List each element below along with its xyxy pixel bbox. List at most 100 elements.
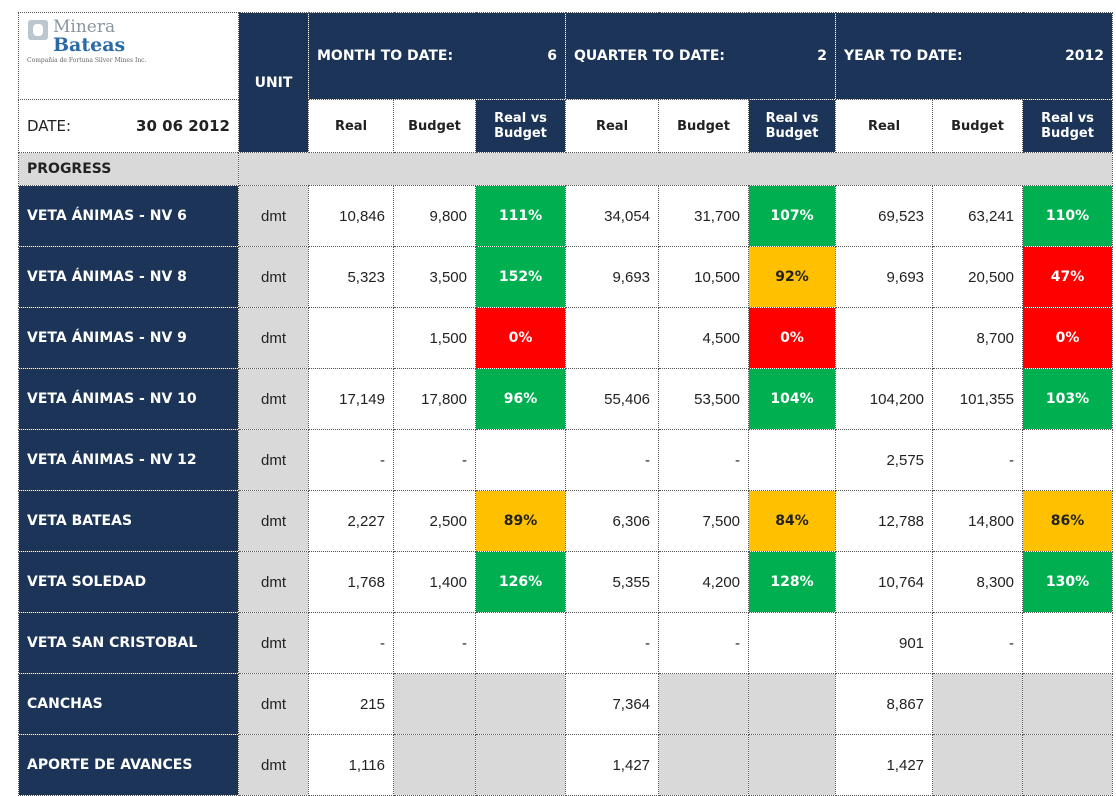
row-label: VETA ÁNIMAS - NV 10: [18, 368, 239, 430]
value-cell: 104,200: [835, 368, 934, 430]
column-header: Budget: [932, 99, 1024, 153]
ratio-cell: [748, 734, 837, 796]
ratio-cell: 128%: [748, 551, 837, 613]
unit-cell: dmt: [238, 246, 309, 308]
value-cell: 17,800: [393, 368, 476, 430]
ratio-cell: [474, 673, 567, 735]
value-cell: 53,500: [658, 368, 750, 430]
period: YEAR TO DATE: 2012: [844, 48, 1104, 64]
period: QUARTER TO DATE: 2: [574, 48, 827, 64]
section-row: PROGRESS: [18, 152, 1114, 186]
value-cell: 2,227: [308, 490, 394, 552]
value-cell: [308, 307, 394, 369]
data-row: VETA ÁNIMAS - NV 10 dmt 17,149 17,800 96% 55,…: [18, 368, 1114, 430]
table-body: Minera Bateas Compañía de Fortuna Silver…: [18, 12, 1114, 796]
ratio-cell: [748, 429, 837, 491]
period: MONTH TO DATE: 6: [317, 48, 557, 64]
unit-cell: dmt: [238, 307, 309, 369]
ratio-cell: 107%: [748, 185, 837, 247]
row-label: VETA ÁNIMAS - NV 9: [18, 307, 239, 369]
date-value: 30 06 2012: [136, 117, 230, 135]
value-cell: 10,764: [835, 551, 934, 613]
data-row: CANCHAS dmt 215 7,364 8,867: [18, 673, 1114, 735]
date-label: DATE:: [27, 117, 72, 135]
value-cell: [658, 734, 750, 796]
value-cell: [565, 307, 660, 369]
value-cell: 10,846: [308, 185, 394, 247]
ratio-cell: 0%: [748, 307, 837, 369]
row-label: VETA SAN CRISTOBAL: [18, 612, 239, 674]
report: Minera Bateas Compañía de Fortuna Silver…: [18, 12, 1114, 796]
ratio-cell: 96%: [474, 368, 567, 430]
value-cell: -: [565, 612, 660, 674]
logo-text: Minera Bateas: [53, 19, 125, 55]
column-header: Real vs Budget: [1022, 99, 1114, 153]
ratio-cell: [1022, 734, 1114, 796]
value-cell: 1,427: [835, 734, 934, 796]
value-cell: -: [565, 429, 660, 491]
value-cell: -: [308, 429, 394, 491]
ratio-cell: 86%: [1022, 490, 1114, 552]
unit-cell: dmt: [238, 185, 309, 247]
value-cell: -: [393, 612, 476, 674]
period-value: 6: [547, 48, 558, 64]
value-cell: 9,693: [565, 246, 660, 308]
value-cell: 1,116: [308, 734, 394, 796]
value-cell: 215: [308, 673, 394, 735]
value-cell: 3,500: [393, 246, 476, 308]
data-row: VETA SAN CRISTOBAL dmt - - - -901-: [18, 612, 1114, 674]
value-cell: -: [932, 612, 1024, 674]
ratio-cell: 103%: [1022, 368, 1114, 430]
unit-header: UNIT: [238, 12, 309, 153]
value-cell: [932, 734, 1024, 796]
value-cell: 9,800: [393, 185, 476, 247]
report-table: Minera Bateas Compañía de Fortuna Silver…: [18, 12, 1114, 796]
column-header: Real vs Budget: [474, 99, 567, 153]
column-header: Real: [565, 99, 660, 153]
section-fill: [237, 152, 1114, 186]
value-cell: 14,800: [932, 490, 1024, 552]
period-label: MONTH TO DATE:: [317, 48, 454, 64]
value-cell: 20,500: [932, 246, 1024, 308]
ratio-cell: [748, 673, 837, 735]
section-label: PROGRESS: [18, 152, 239, 186]
value-cell: 17,149: [308, 368, 394, 430]
value-cell: 69,523: [835, 185, 934, 247]
value-cell: 101,355: [932, 368, 1024, 430]
ratio-cell: [474, 612, 567, 674]
data-row: VETA ÁNIMAS - NV 8 dmt 5,323 3,500 152% 9,693…: [18, 246, 1114, 308]
ratio-cell: 89%: [474, 490, 567, 552]
value-cell: 55,406: [565, 368, 660, 430]
value-cell: 5,355: [565, 551, 660, 613]
header-row: Minera Bateas Compañía de Fortuna Silver…: [18, 12, 1114, 153]
column-header: Budget: [658, 99, 750, 153]
period-header: YEAR TO DATE: 2012: [835, 12, 1114, 100]
row-label: VETA BATEAS: [18, 490, 239, 552]
value-cell: 8,700: [932, 307, 1024, 369]
value-cell: 34,054: [565, 185, 660, 247]
value-cell: -: [658, 612, 750, 674]
value-cell: 1,427: [565, 734, 660, 796]
data-row: VETA ÁNIMAS - NV 12 dmt - - - -2,575-: [18, 429, 1114, 491]
logo-name-bottom: Bateas: [53, 34, 126, 56]
row-label: VETA SOLEDAD: [18, 551, 239, 613]
period-label: QUARTER TO DATE:: [574, 48, 726, 64]
value-cell: [932, 673, 1024, 735]
logo-tagline: Compañía de Fortuna Silver Mines Inc.: [27, 57, 147, 64]
row-label: VETA ÁNIMAS - NV 8: [18, 246, 239, 308]
period-value: 2: [817, 48, 828, 64]
value-cell: 12,788: [835, 490, 934, 552]
value-cell: 63,241: [932, 185, 1024, 247]
unit-cell: dmt: [238, 368, 309, 430]
period-label: YEAR TO DATE:: [844, 48, 963, 64]
logo: Minera Bateas: [27, 19, 230, 55]
value-cell: -: [393, 429, 476, 491]
logo-icon: [28, 20, 48, 40]
unit-cell: dmt: [238, 673, 309, 735]
column-header: Real: [308, 99, 394, 153]
row-label: VETA ÁNIMAS - NV 6: [18, 185, 239, 247]
value-cell: 4,500: [658, 307, 750, 369]
row-label: CANCHAS: [18, 673, 239, 735]
value-cell: 7,364: [565, 673, 660, 735]
value-cell: 6,306: [565, 490, 660, 552]
